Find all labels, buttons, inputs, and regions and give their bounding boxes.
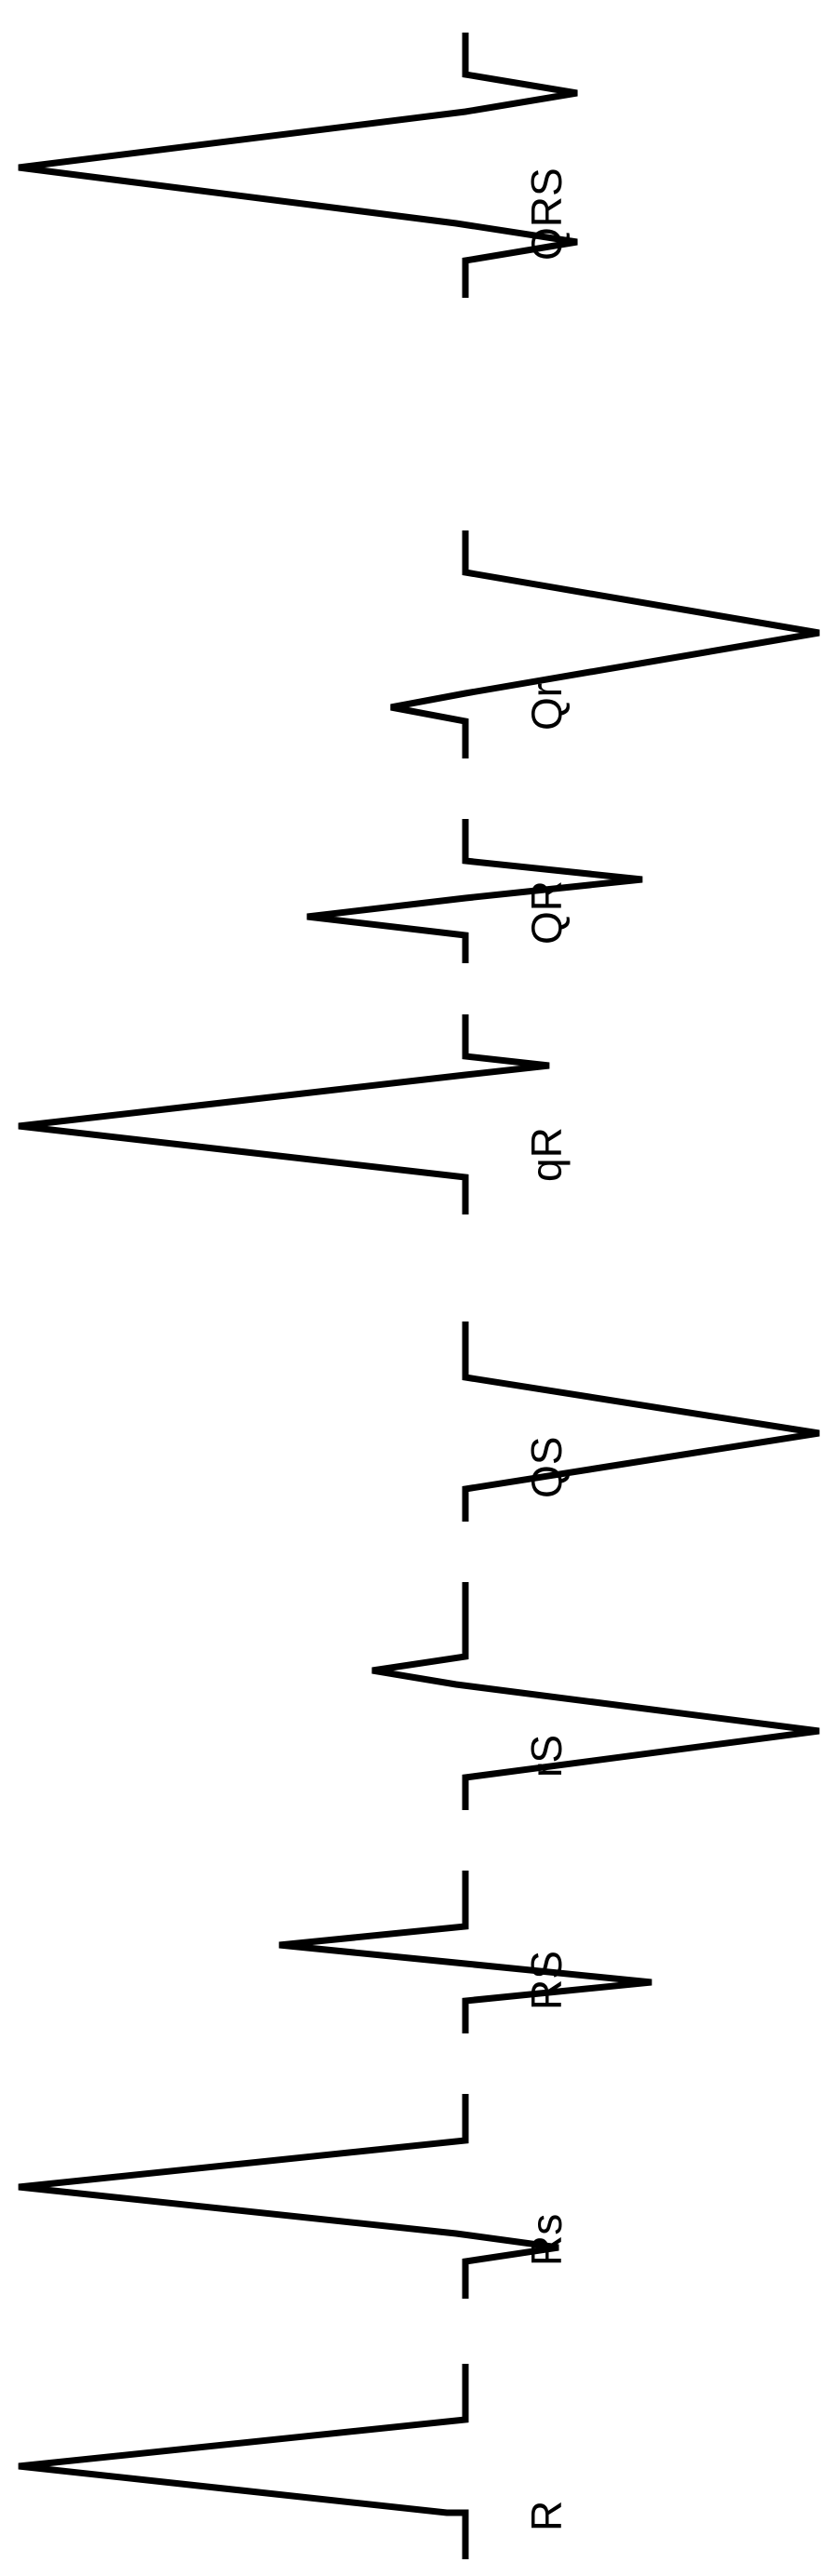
waveform-Rs: Rs (0, 2075, 834, 2317)
waveform-path-Rs (0, 2075, 834, 2317)
waveform-path-rS (0, 1563, 834, 1824)
waveform-QR: QR (0, 800, 834, 977)
waveform-path-Qr (0, 512, 834, 772)
waveform-label-Qr: Qr (521, 683, 572, 731)
waveform-qR: qR (0, 996, 834, 1228)
waveform-QS: QS (0, 1303, 834, 1536)
waveform-label-QS: QS (521, 1437, 572, 1498)
waveform-label-RS: RS (521, 1951, 572, 2010)
waveform-R: R (0, 2345, 834, 2569)
waveform-path-R (0, 2345, 834, 2569)
waveform-path-RS (0, 1852, 834, 2047)
waveform-label-rS: rS (521, 1735, 572, 1778)
waveform-label-QRS: QRS (521, 168, 572, 261)
diagram-canvas: R Rs RS rS QS qR QR Qr QRS (0, 0, 834, 2576)
waveform-path-qR (0, 996, 834, 1228)
waveform-label-QR: QR (521, 880, 572, 945)
waveform-label-R: R (521, 2501, 572, 2531)
waveform-path-QRS (0, 19, 834, 316)
waveform-RS: RS (0, 1852, 834, 2047)
waveform-rS: rS (0, 1563, 834, 1824)
waveform-path-QS (0, 1303, 834, 1536)
waveform-path-QR (0, 800, 834, 977)
waveform-label-qR: qR (521, 1127, 572, 1182)
waveform-label-Rs: Rs (521, 2214, 572, 2266)
waveform-QRS: QRS (0, 19, 834, 316)
waveform-Qr: Qr (0, 512, 834, 772)
